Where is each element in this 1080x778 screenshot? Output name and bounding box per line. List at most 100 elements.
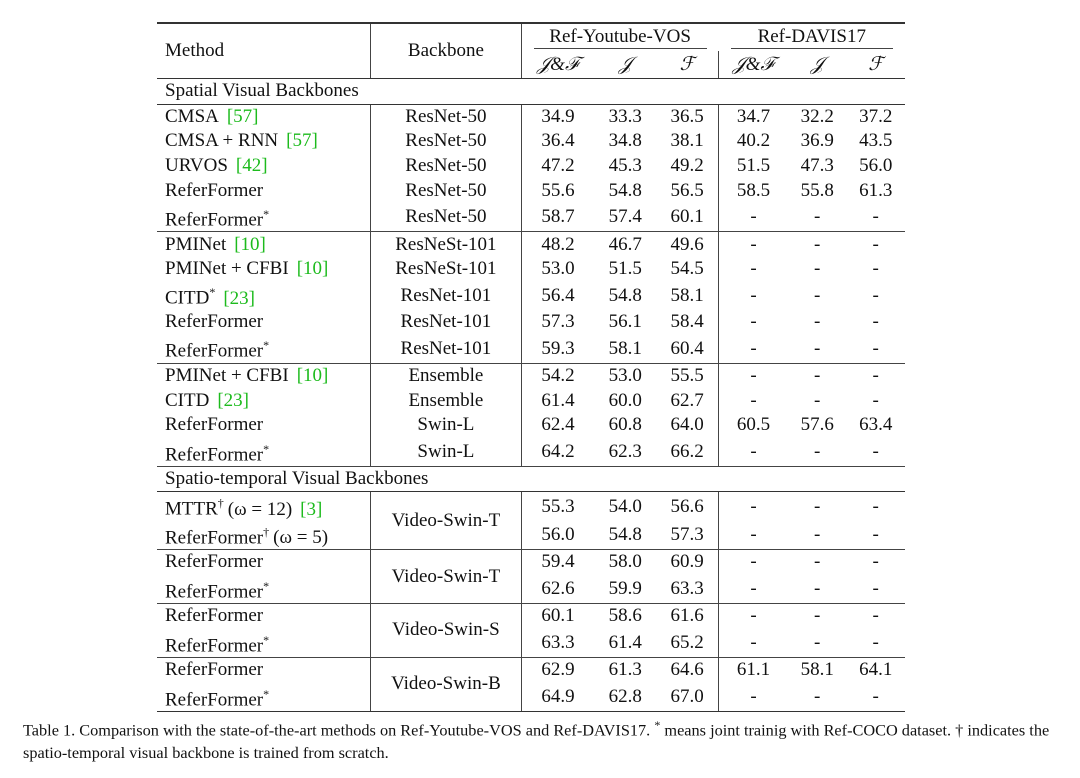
value-cell: 56.6 [670,495,704,517]
value-cell: - [814,440,821,462]
value-cell: 64.1 [846,656,905,683]
value-cell: 51.5 [608,258,642,280]
value-cell: 58.1 [608,337,642,359]
citation: [3] [300,498,323,520]
method-name: ReferFormer [165,688,264,710]
value-cell: - [718,549,788,575]
backbone-cell: Video-Swin-S [370,603,522,658]
backbone-cell: ResNet-101 [370,281,522,310]
backbone-cell: ResNet-50 [370,178,522,203]
value-cell: - [718,437,788,467]
metric-header: ℱ [656,51,719,79]
method-cell: ReferFormer* [157,575,371,604]
value-cell: 60.1 [520,603,595,629]
header-row: Method Backbone Ref-Youtube-VOS Ref-DAVIS17 [157,22,905,79]
backbone-cell: ResNet-50 [370,104,522,130]
method-cell: ReferFormer† (ω = 5) [157,521,371,550]
method-cell: ReferFormer [157,310,371,335]
method-cell: CITD [23] [157,388,371,413]
caption-text: Table 1. Comparison with the state-of-th… [23,720,651,740]
citation: [57] [286,130,318,152]
method-name: PMINet + CFBI [165,365,289,387]
method-cell: ReferFormer* [157,682,371,712]
value-cell: 47.3 [800,155,834,177]
data-row: ReferFormer Video-Swin-S 60.1 58.6 61.6- - - [157,603,905,658]
data-row: ReferFormer Video-Swin-T 59.4 58.0 60.9- - - [157,549,905,604]
value-cell: - [787,231,847,257]
data-row: ReferFormer* 63.3 61.4 65.2- - - [157,628,905,658]
value-cell: 55.8 [800,179,834,201]
value-cell: 34.7 [718,104,788,130]
method-cell: URVOS [42] [157,154,371,179]
value-cell: - [814,389,821,411]
backbone-cell: Ensemble [370,362,522,389]
value-cell: - [846,231,905,257]
value-cell: 54.0 [608,495,642,517]
backbone-cell: ResNet-50 [370,153,522,179]
value-cell: 34.8 [608,130,642,152]
data-row: CITD [23] Ensemble 61.4 60.0 62.7- - - [157,388,905,413]
value-cell: 55.3 [520,491,595,521]
value-cell: - [872,523,879,545]
value-cell: 58.5 [718,178,788,203]
value-cell: 36.5 [670,105,704,127]
value-cell: - [718,491,788,521]
value-cell: - [872,631,879,653]
value-cell: 57.4 [608,206,642,228]
value-cell: 51.5 [718,153,788,179]
backbone-cell: ResNet-101 [370,334,522,364]
method-name: ReferFormer [165,581,264,603]
section-title: Spatio-temporal Visual Backbones [157,465,905,493]
data-row: ReferFormer* Swin-L 64.2 62.3 66.2- - - [157,437,905,467]
data-row: ReferFormer Video-Swin-B 62.9 61.3 64.6 61.1 5… [157,656,905,712]
method-cell: PMINet + CFBI [10] [157,257,371,282]
value-cell: 62.8 [594,682,657,712]
value-cell: 60.8 [608,414,642,436]
value-cell: 61.1 [718,656,788,683]
value-cell: - [814,311,821,333]
value-cell: 60.9 [656,549,719,575]
method-name: CMSA + RNN [165,130,279,152]
data-row: ReferFormer ResNet-101 57.3 56.1 58.4- - - [157,309,905,335]
value-cell: - [718,362,788,389]
method-name: URVOS [165,155,228,177]
value-cell: 57.6 [800,414,834,436]
data-row: ReferFormer* ResNet-50 58.7 57.4 60.1- - - [157,202,905,232]
method-name: ReferFormer [165,311,264,333]
header-cell: Method [157,22,371,79]
method-name: ReferFormer [165,634,264,656]
value-cell: 58.4 [670,311,704,333]
value-cell: - [872,495,879,517]
method-name: MTTR [165,498,218,520]
value-cell: - [872,206,879,228]
value-cell: 32.2 [800,105,834,127]
method-cell: ReferFormer* [157,438,371,467]
value-cell: 57.3 [520,309,595,335]
metric-header: ℱ [846,51,905,79]
method-name: ReferFormer [165,340,264,362]
method-name: ReferFormer [165,551,264,573]
value-cell: - [718,281,788,310]
method-name: CITD [165,287,210,309]
method-sup: † [217,496,224,511]
value-cell: - [872,284,879,306]
method-name: ReferFormer [165,605,264,627]
value-cell: 47.2 [520,153,595,179]
data-row: PMINet [10] ResNeSt-101 48.2 46.7 49.6- - - [157,231,905,257]
value-cell: 61.4 [520,388,595,413]
method-sup: * [263,338,270,353]
method-sup: * [263,686,270,701]
value-cell: - [846,549,905,575]
backbone-cell: Swin-L [370,412,522,438]
value-cell: 54.8 [608,284,642,306]
value-cell: - [814,258,821,280]
data-row: CMSA + RNN [57] ResNet-50 36.4 34.8 38.1 40.2 3… [157,129,905,154]
value-cell: 63.3 [670,577,704,599]
data-row: PMINet + CFBI [10] Ensemble 54.2 53.0 55.5- - - [157,362,905,389]
method-name: ReferFormer [165,527,264,549]
value-cell: 36.4 [520,129,595,154]
data-row: ReferFormer* 62.6 59.9 63.3- - - [157,574,905,604]
value-cell: 61.3 [859,179,893,201]
value-cell: 58.6 [594,603,657,629]
